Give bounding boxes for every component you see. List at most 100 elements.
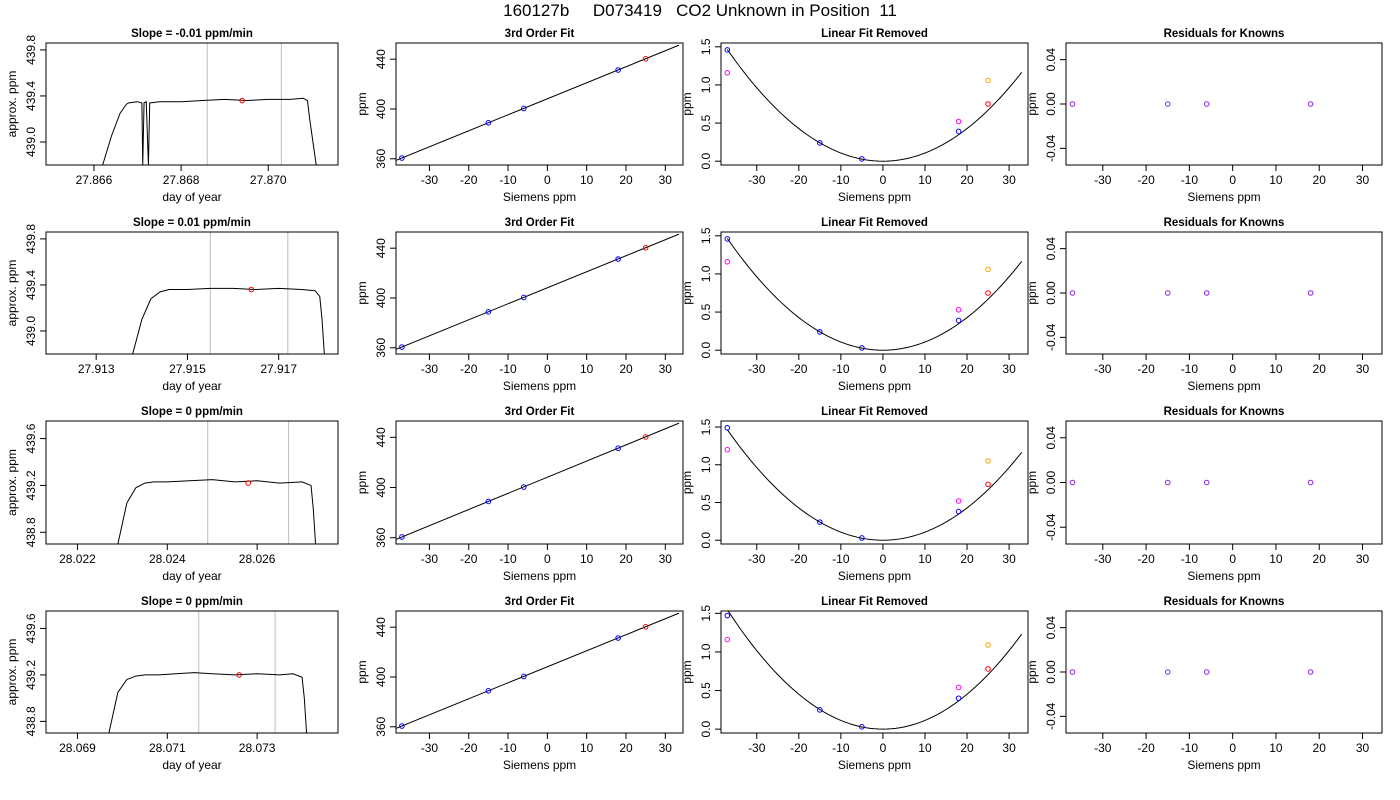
x-tick-label: 0 xyxy=(544,741,551,755)
x-tick-label: 0 xyxy=(880,552,887,566)
fit-line xyxy=(396,44,680,161)
x-axis-label: Siemens ppm xyxy=(838,379,911,393)
x-tick-label: -20 xyxy=(1137,362,1155,376)
data-point xyxy=(1164,101,1171,107)
panel-3-1: Slope = 0 ppm/min 28.022 28.024 28.026 438.8… xyxy=(5,406,339,583)
x-tick-label: 20 xyxy=(960,173,974,187)
x-tick-label: -10 xyxy=(1181,362,1199,376)
x-tick-label: -20 xyxy=(790,362,808,376)
x-tick-label: -10 xyxy=(499,741,517,755)
y-axis-label: approx. ppm xyxy=(5,71,19,138)
x-axis-label: Siemens ppm xyxy=(503,569,576,583)
y-axis-label: ppm xyxy=(1025,471,1039,494)
data-point xyxy=(485,308,492,315)
x-tick-label: 10 xyxy=(918,741,932,755)
x-axis-label: Siemens ppm xyxy=(1187,569,1260,583)
fit-line xyxy=(396,612,680,729)
panel-2-3: Linear Fit Removed -30 -20 -10 0 10 20 30 0.0 0.5… xyxy=(680,217,1029,393)
x-tick-label: 10 xyxy=(580,552,594,566)
panel-2-4: Residuals for Knowns -30 -20 -10 0 10 20 30 -0.0… xyxy=(1025,217,1383,393)
fit-line xyxy=(396,233,680,350)
data-point xyxy=(642,56,649,62)
data-point xyxy=(985,642,991,648)
x-tick-label: -30 xyxy=(421,552,439,566)
data-point xyxy=(955,128,962,135)
y-tick-label: 360 xyxy=(374,527,388,547)
plot-frame xyxy=(45,42,339,166)
x-tick-label: -10 xyxy=(832,552,850,566)
panel-title: Residuals for Knowns xyxy=(1164,28,1285,40)
x-tick-label: 10 xyxy=(918,362,932,376)
plot-area xyxy=(132,232,325,354)
data-point xyxy=(1164,479,1171,486)
data-point xyxy=(1307,479,1314,486)
y-tick-label: 1.0 xyxy=(699,76,713,93)
y-tick-label: 0.00 xyxy=(1044,281,1058,305)
y-tick-label: 439.4 xyxy=(24,270,38,300)
data-point xyxy=(642,245,649,251)
plot-area xyxy=(724,236,1023,351)
x-axis-label: Siemens ppm xyxy=(1187,758,1260,772)
x-tick-label: -10 xyxy=(832,741,850,755)
x-tick-label: 0 xyxy=(544,552,551,566)
y-tick-label: 0.5 xyxy=(699,682,713,699)
x-tick-label: 27.915 xyxy=(169,362,206,376)
plot-frame xyxy=(395,42,684,166)
data-point xyxy=(955,118,962,125)
plot-area xyxy=(396,233,680,350)
mean-point xyxy=(245,480,251,486)
data-point xyxy=(955,508,962,515)
plot-area xyxy=(724,47,1023,162)
x-tick-label: -10 xyxy=(1181,173,1199,187)
panel-title: 3rd Order Fit xyxy=(505,28,575,40)
y-tick-label: 400 xyxy=(374,99,388,119)
x-tick-label: 30 xyxy=(659,362,673,376)
x-tick-label: -10 xyxy=(499,552,517,566)
x-tick-label: -30 xyxy=(1094,552,1112,566)
y-axis-label: ppm xyxy=(680,92,694,115)
x-tick-label: 0 xyxy=(880,362,887,376)
x-tick-label: -30 xyxy=(748,362,766,376)
x-tick-label: 10 xyxy=(580,362,594,376)
x-tick-label: 30 xyxy=(1356,362,1370,376)
panel-title: Slope = -0.01 ppm/min xyxy=(131,28,253,40)
x-tick-label: 27.917 xyxy=(260,362,297,376)
plot-area xyxy=(724,611,1023,730)
x-tick-label: -10 xyxy=(499,173,517,187)
data-point xyxy=(1307,290,1314,296)
data-point xyxy=(955,684,962,691)
y-tick-label: 0.00 xyxy=(1044,470,1058,494)
data-point xyxy=(985,266,991,273)
panel-3-2: 3rd Order Fit -30 -20 -10 0 10 20 30 360 400 440 Si… xyxy=(355,406,684,583)
panel-4-1: Slope = 0 ppm/min 28.069 28.071 28.073 438.8… xyxy=(5,596,339,772)
plot-area xyxy=(724,424,1023,541)
panel-title: 3rd Order Fit xyxy=(505,406,575,418)
mean-point xyxy=(248,286,255,293)
mean-point xyxy=(239,97,245,104)
plot-area xyxy=(396,422,680,540)
data-point xyxy=(817,329,823,335)
data-point xyxy=(520,673,527,680)
x-tick-label: -20 xyxy=(460,741,478,755)
x-axis-label: day of year xyxy=(162,758,221,772)
y-tick-label: 439.2 xyxy=(24,470,38,500)
x-tick-label: 20 xyxy=(1313,741,1327,755)
y-axis-label: ppm xyxy=(1025,92,1039,115)
x-tick-label: 30 xyxy=(659,741,673,755)
panel-title: Residuals for Knowns xyxy=(1164,406,1285,418)
plot-area xyxy=(1069,479,1314,486)
data-point xyxy=(642,434,649,440)
data-point xyxy=(817,140,823,146)
data-point xyxy=(1164,669,1171,675)
y-tick-label: 360 xyxy=(374,337,388,357)
y-tick-label: 0.5 xyxy=(699,114,713,131)
plot-frame xyxy=(720,610,1029,734)
x-tick-label: -30 xyxy=(421,173,439,187)
panel-title: Residuals for Knowns xyxy=(1164,596,1285,608)
y-axis-label: ppm xyxy=(680,471,694,494)
plot-frame xyxy=(1065,420,1383,545)
y-tick-label: 0.04 xyxy=(1044,237,1058,261)
x-tick-label: 0 xyxy=(1229,741,1236,755)
x-tick-label: 0 xyxy=(1229,362,1236,376)
x-tick-label: 28.073 xyxy=(239,741,276,755)
